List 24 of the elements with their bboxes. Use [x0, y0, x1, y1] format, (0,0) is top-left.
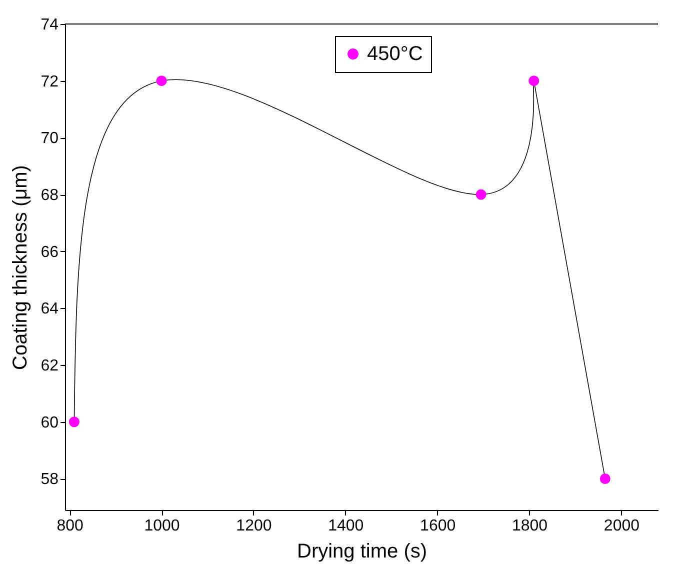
y-tick-label: 72 [40, 73, 59, 90]
x-tick-label: 1400 [328, 518, 364, 534]
point [528, 76, 540, 86]
y-axis-title: Coating thickness (μm) [10, 165, 32, 370]
x-tick-label: 800 [56, 518, 84, 534]
y-tick-label: 66 [40, 244, 59, 261]
x-tick-label: 2000 [604, 518, 640, 534]
y-tick-label: 62 [40, 358, 59, 375]
legend-label: 450°C [367, 43, 423, 65]
point [156, 76, 167, 86]
x-tick-label: 1600 [420, 518, 456, 534]
y-tick-label: 74 [40, 16, 59, 34]
point [68, 416, 80, 428]
y-tick-label: 60 [40, 414, 59, 432]
y-tick-label: 68 [40, 187, 59, 204]
y-tick-label: 70 [40, 130, 59, 148]
x-tick-label: 1000 [144, 518, 180, 534]
y-tick-label: 64 [40, 300, 59, 318]
y-tick-label: 58 [40, 471, 59, 488]
x-tick-label: 1800 [512, 518, 548, 534]
point [476, 189, 486, 200]
x-axis-title: Drying time (s) [296, 540, 428, 562]
point [600, 474, 610, 484]
x-tick-label: 1200 [236, 518, 272, 534]
